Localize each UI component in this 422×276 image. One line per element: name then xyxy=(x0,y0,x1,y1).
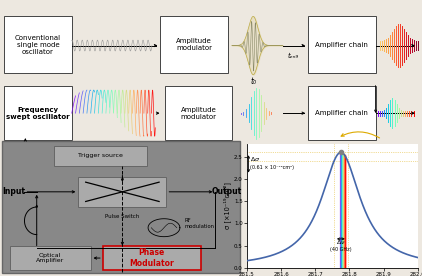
Text: Optical
Amplifier: Optical Amplifier xyxy=(36,253,64,264)
FancyBboxPatch shape xyxy=(103,246,201,270)
Text: tₑₙ₉: tₑₙ₉ xyxy=(288,54,299,59)
Text: (0.61 × 10⁻¹⁹cm²): (0.61 × 10⁻¹⁹cm²) xyxy=(249,165,294,170)
Text: $\Delta\nu$: $\Delta\nu$ xyxy=(336,238,346,246)
FancyBboxPatch shape xyxy=(3,141,240,273)
Text: Phase
Modulator: Phase Modulator xyxy=(130,248,174,268)
Text: Input: Input xyxy=(3,187,25,196)
Text: Amplifier chain: Amplifier chain xyxy=(315,110,368,116)
FancyBboxPatch shape xyxy=(4,16,72,73)
FancyBboxPatch shape xyxy=(78,177,166,207)
Text: Amplifier chain: Amplifier chain xyxy=(315,42,368,48)
FancyBboxPatch shape xyxy=(165,86,232,140)
Text: t₀: t₀ xyxy=(250,78,256,86)
Text: Frequency
swept oscillator: Frequency swept oscillator xyxy=(6,107,70,120)
FancyBboxPatch shape xyxy=(308,86,376,140)
Text: Output: Output xyxy=(212,187,242,196)
Text: Trigger source: Trigger source xyxy=(78,153,123,158)
Text: Pulse Switch: Pulse Switch xyxy=(105,214,140,219)
Text: Amplitude
modulator: Amplitude modulator xyxy=(180,107,216,120)
FancyBboxPatch shape xyxy=(308,16,376,73)
Text: $\Delta\sigma$: $\Delta\sigma$ xyxy=(249,155,260,163)
FancyBboxPatch shape xyxy=(4,86,72,140)
Text: Conventional
single mode
oscillator: Conventional single mode oscillator xyxy=(15,34,61,55)
FancyBboxPatch shape xyxy=(160,16,228,73)
Text: (40 GHz): (40 GHz) xyxy=(330,247,352,252)
FancyBboxPatch shape xyxy=(10,246,91,270)
Text: RF
modulation: RF modulation xyxy=(185,218,215,229)
Y-axis label: σ [×10⁻¹⁹cm²]: σ [×10⁻¹⁹cm²] xyxy=(223,182,231,229)
FancyBboxPatch shape xyxy=(54,146,147,166)
Text: Amplitude
modulator: Amplitude modulator xyxy=(176,38,212,51)
